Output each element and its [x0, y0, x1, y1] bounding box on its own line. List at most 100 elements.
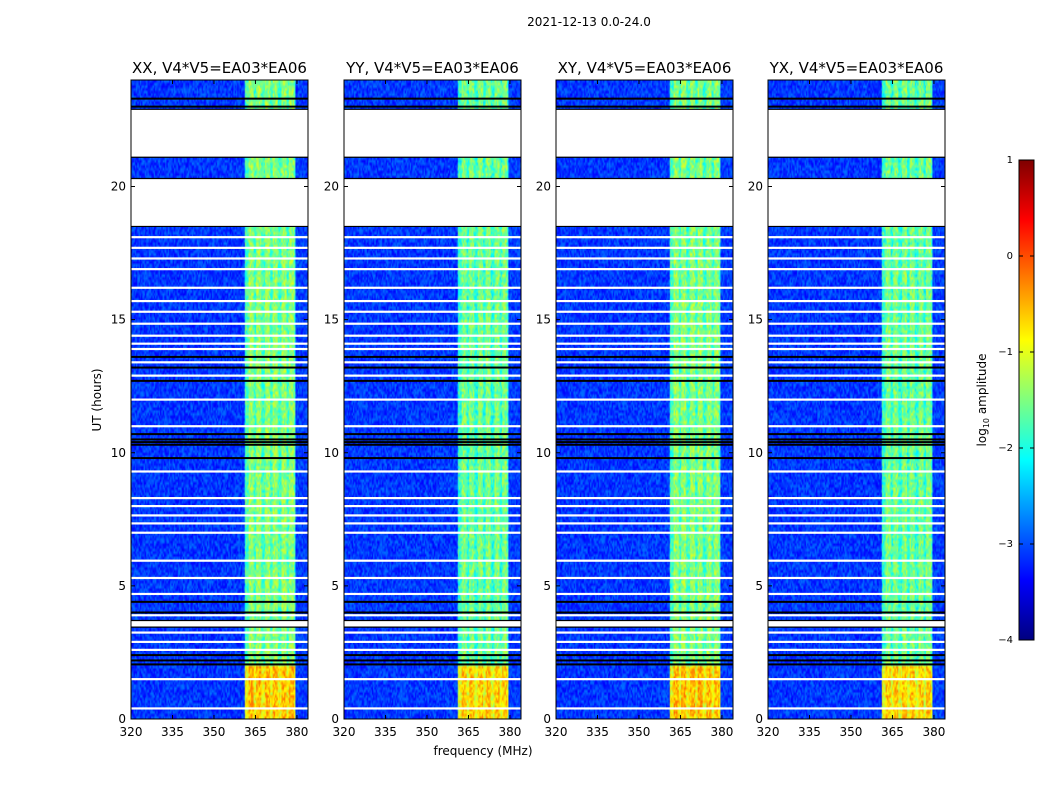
x-tick-label: 320: [757, 725, 780, 739]
flag-line: [768, 531, 945, 534]
flag-dark-line: [131, 97, 308, 100]
flag-line: [556, 257, 733, 260]
flag-line: [131, 648, 308, 651]
flag-line: [556, 398, 733, 401]
flag-dark-line: [344, 355, 521, 358]
flag-dark-line: [768, 438, 945, 441]
y-tick-label: 5: [755, 579, 763, 593]
y-tick-label: 20: [748, 180, 763, 194]
flag-line: [344, 374, 521, 377]
flag-dark-line: [556, 457, 733, 460]
flagged-gap: [556, 178, 733, 227]
flag-line: [556, 531, 733, 534]
flag-dark-line: [344, 97, 521, 100]
flag-line: [344, 342, 521, 345]
flag-line: [768, 361, 945, 364]
flag-line: [556, 268, 733, 271]
flag-line: [131, 631, 308, 634]
flag-line: [768, 236, 945, 239]
x-tick-label: 335: [586, 725, 609, 739]
y-tick-label: 0: [331, 712, 339, 726]
flag-dark-line: [344, 611, 521, 614]
flag-dark-line: [344, 379, 521, 382]
flag-line: [768, 559, 945, 562]
flag-line: [344, 322, 521, 325]
flag-line: [131, 374, 308, 377]
flag-line: [344, 559, 521, 562]
x-tick-label: 350: [628, 725, 651, 739]
flag-line: [131, 614, 308, 617]
flag-line: [768, 398, 945, 401]
flag-dark-line: [556, 659, 733, 662]
flag-line: [556, 310, 733, 313]
x-axis-label: frequency (MHz): [433, 744, 532, 758]
flagged-gap: [768, 620, 945, 628]
flag-line: [131, 310, 308, 313]
x-tick-label: 350: [840, 725, 863, 739]
flag-line: [768, 497, 945, 500]
flag-line: [131, 505, 308, 508]
flag-line: [768, 268, 945, 271]
flag-dark-line: [556, 379, 733, 382]
figure-title: 2021-12-13 0.0-24.0: [527, 15, 651, 29]
y-tick-label: 20: [111, 180, 126, 194]
flag-line: [768, 514, 945, 517]
y-tick-label: 20: [536, 180, 551, 194]
flag-line: [344, 257, 521, 260]
flag-line: [556, 236, 733, 239]
flag-line: [131, 286, 308, 289]
x-tick-label: 380: [710, 725, 733, 739]
flag-line: [768, 257, 945, 260]
flag-line: [344, 286, 521, 289]
flag-dark-line: [768, 105, 945, 108]
flag-dark-line: [344, 443, 521, 446]
flag-dark-line: [768, 443, 945, 446]
flag-line: [768, 322, 945, 325]
colorbar-tick-label: 1: [1007, 155, 1013, 166]
y-tick-label: 15: [324, 313, 339, 327]
y-tick-label: 0: [543, 712, 551, 726]
flag-dark-line: [768, 97, 945, 100]
y-tick-label: 5: [331, 579, 339, 593]
x-tick-label: 380: [498, 725, 521, 739]
flag-dark-line: [344, 659, 521, 662]
colorbar-tick-label: −2: [998, 443, 1013, 454]
panel-title: XX, V4*V5=EA03*EA06: [132, 59, 307, 77]
panel-1: XX, V4*V5=EA03*EA06 320 335 350 365 380 0 5 10 15…: [111, 59, 309, 739]
flagged-gap: [131, 178, 308, 227]
flag-line: [131, 592, 308, 596]
flag-dark-line: [768, 457, 945, 460]
flag-dark-line: [768, 441, 945, 444]
flag-dark-line: [556, 366, 733, 369]
flag-line: [556, 497, 733, 500]
colorbar-label-amplitude: amplitude: [975, 354, 989, 418]
flag-line: [768, 342, 945, 345]
flag-dark-line: [768, 659, 945, 662]
flag-line: [768, 310, 945, 313]
flag-line: [768, 425, 945, 428]
flag-line: [556, 678, 733, 681]
flag-line: [131, 576, 308, 580]
x-tick-label: 380: [922, 725, 945, 739]
flagged-gap: [556, 109, 733, 158]
flag-dark-line: [131, 105, 308, 108]
flag-dark-line: [556, 105, 733, 108]
flag-line: [768, 576, 945, 580]
flag-dark-line: [768, 355, 945, 358]
flag-line: [768, 614, 945, 617]
flag-dark-line: [556, 433, 733, 436]
flag-line: [131, 334, 308, 337]
flag-dark-line: [556, 441, 733, 444]
flag-dark-line: [131, 438, 308, 441]
y-axis-label: UT (hours): [90, 368, 104, 431]
y-tick-label: 10: [111, 446, 126, 460]
panel-2: YY, V4*V5=EA03*EA06 320 335 350 365 380 0 5 10 15…: [324, 59, 522, 739]
flag-dark-line: [131, 600, 308, 603]
flag-line: [768, 522, 945, 525]
y-tick-label: 0: [118, 712, 126, 726]
flag-line: [556, 342, 733, 345]
x-tick-label: 350: [416, 725, 439, 739]
flag-dark-line: [556, 438, 733, 441]
flag-dark-line: [131, 355, 308, 358]
flag-dark-line: [768, 366, 945, 369]
